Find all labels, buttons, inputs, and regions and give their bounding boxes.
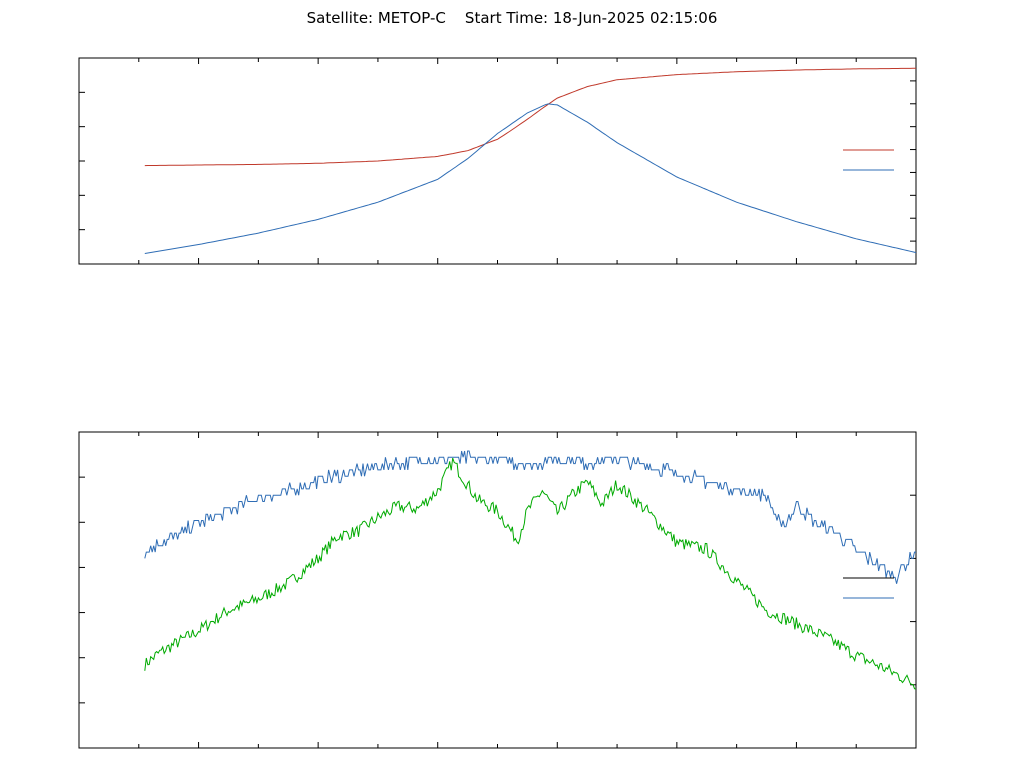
series-line-elevation xyxy=(144,103,917,254)
series-line-signal-level xyxy=(144,457,917,690)
plot-frame xyxy=(78,431,917,749)
receive-signal-chart xyxy=(78,431,917,749)
position-chart xyxy=(78,57,917,265)
figure-title: Satellite: METOP-C Start Time: 18-Jun-20… xyxy=(307,9,718,27)
series-line-ebno xyxy=(144,450,916,584)
plot-frame xyxy=(78,57,917,265)
series-line-azimuth xyxy=(144,67,916,167)
